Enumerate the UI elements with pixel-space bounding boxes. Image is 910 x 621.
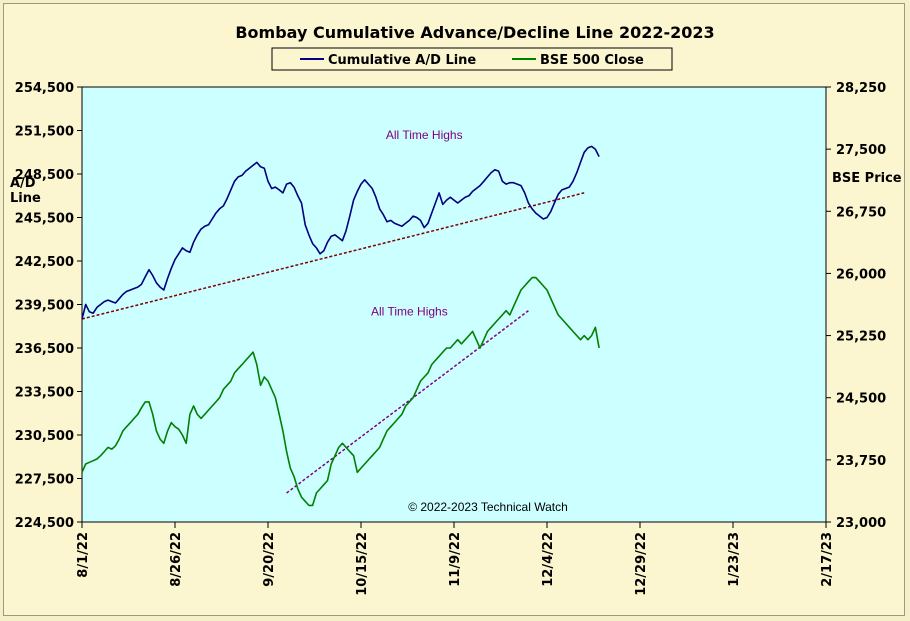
chart-svg: Bombay Cumulative Advance/Decline Line 2… (10, 23, 902, 596)
y-left-label-line1: A/D (10, 176, 36, 191)
y-right-label: BSE Price (832, 171, 902, 186)
y-left-tick-label: 227,500 (15, 473, 74, 488)
plot-area (81, 86, 827, 523)
y-right-tick-label: 27,500 (836, 143, 886, 158)
x-axis: 8/1/22 8/26/22 9/20/22 10/15/22 11/9/22 12/4/… (76, 522, 835, 596)
y-left-tick-label: 248,500 (15, 168, 74, 183)
x-tick-label: 12/4/22 (541, 532, 556, 587)
y-left-tick-label: 233,500 (15, 386, 74, 401)
legend-box (271, 47, 673, 71)
chart-frame: Bombay Cumulative Advance/Decline Line 2… (3, 3, 905, 616)
x-tick-label: 10/15/22 (355, 532, 370, 596)
y-left-tick-label: 242,500 (15, 255, 74, 270)
legend: Cumulative A/D Line BSE 500 Close (271, 47, 673, 71)
series-lines (81, 145, 600, 507)
y-axis-left: 254,500 251,500 248,500 245,500 242,500 239,5… (15, 81, 82, 531)
x-tick-label: 9/20/22 (262, 532, 277, 587)
annotation-bse-all-time-highs: All Time Highs (371, 305, 448, 319)
y-right-tick-label: 25,250 (836, 330, 886, 345)
trendlines (81, 192, 585, 494)
x-tick-label: 8/1/22 (76, 532, 91, 578)
x-tick-label: 12/29/22 (634, 532, 649, 596)
x-tick-label: 1/23/23 (727, 532, 742, 587)
series-line-bse (81, 276, 600, 507)
y-left-tick-label: 245,500 (15, 212, 74, 227)
x-tick-label: 11/9/22 (448, 532, 463, 587)
y-axis-right: 28,250 27,500 26,750 26,000 25,250 24,500 23,7… (826, 81, 886, 531)
y-left-tick-label: 239,500 (15, 299, 74, 314)
y-right-tick-label: 26,000 (836, 267, 886, 282)
x-tick-label: 2/17/23 (820, 532, 835, 587)
y-left-tick-label: 236,500 (15, 342, 74, 357)
y-left-tick-label: 230,500 (15, 429, 74, 444)
trendline-right (286, 310, 529, 494)
annotation-ad-all-time-highs: All Time Highs (386, 128, 463, 142)
y-right-tick-label: 24,500 (836, 392, 886, 407)
chart-title: Bombay Cumulative Advance/Decline Line 2… (235, 23, 714, 42)
legend-label-ad: Cumulative A/D Line (328, 53, 476, 68)
legend-label-bse: BSE 500 Close (540, 53, 644, 68)
y-right-tick-label: 23,750 (836, 454, 886, 469)
y-left-tick-label: 254,500 (15, 81, 74, 96)
y-right-tick-label: 26,750 (836, 205, 886, 220)
y-left-tick-label: 224,500 (15, 516, 74, 531)
y-right-tick-label: 28,250 (836, 81, 886, 96)
y-right-tick-label: 23,000 (836, 516, 886, 531)
copyright-text: © 2022-2023 Technical Watch (408, 500, 568, 514)
y-left-tick-label: 251,500 (15, 125, 74, 140)
trendline-left (81, 192, 585, 320)
y-left-label-line2: Line (10, 191, 41, 206)
x-tick-label: 8/26/22 (169, 532, 184, 587)
series-line-ad (81, 145, 600, 320)
